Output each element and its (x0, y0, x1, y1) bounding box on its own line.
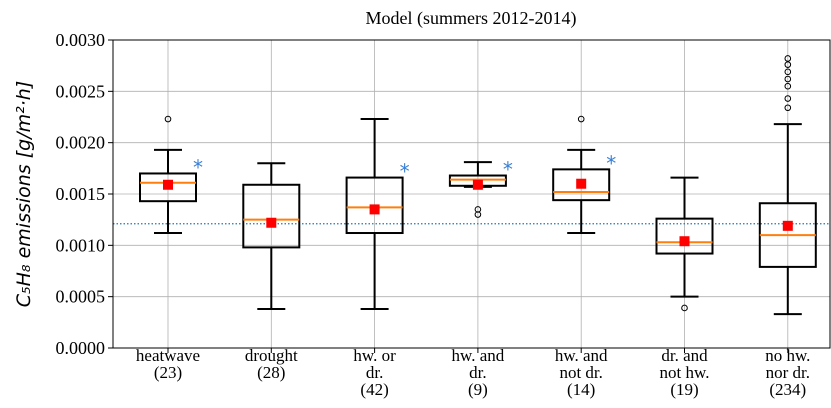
mean-marker (266, 217, 277, 228)
mean-marker (472, 179, 483, 190)
mean-marker (782, 220, 793, 231)
y-tick-label: 0.0000 (56, 338, 106, 358)
flier (784, 55, 792, 62)
x-tick-label: dr. and not hw. (19) (659, 346, 710, 399)
significance-marker: * (193, 155, 203, 179)
x-tick-label: drought (28) (244, 346, 298, 382)
y-tick-label: 0.0010 (56, 235, 106, 255)
y-axis-label: C₅H₈ emissions [g/m²·h] (13, 81, 35, 307)
box (139, 172, 197, 203)
flier (164, 115, 172, 123)
flier (577, 115, 585, 123)
significance-marker: * (606, 151, 616, 175)
significance-marker: * (503, 158, 513, 182)
box (655, 217, 714, 255)
flier (784, 104, 792, 112)
flier (474, 211, 482, 218)
flier (784, 61, 792, 68)
x-tick-label: hw. and not dr. (14) (554, 346, 608, 399)
flier (784, 95, 792, 102)
x-tick-label: hw. and dr. (9) (451, 346, 505, 399)
y-tick-label: 0.0020 (56, 133, 106, 153)
mean-marker (369, 204, 380, 215)
x-tick-label: heatwave (23) (135, 346, 201, 382)
box (242, 183, 301, 249)
flier (784, 68, 792, 76)
y-tick-label: 0.0015 (56, 184, 106, 204)
y-tick-label: 0.0005 (56, 287, 106, 307)
mean-marker (163, 179, 173, 190)
box (345, 176, 404, 235)
y-tick-label: 0.0030 (56, 30, 106, 50)
x-tick-label: no hw. nor dr. (234) (765, 346, 811, 399)
box (552, 168, 611, 202)
significance-marker: * (400, 160, 410, 184)
flier (784, 75, 792, 83)
mean-marker (576, 178, 587, 189)
flier (784, 82, 792, 90)
flier (681, 304, 688, 312)
mean-marker (679, 236, 690, 247)
chart-title: Model (summers 2012-2014) (366, 8, 577, 29)
x-tick-label: hw. or dr. (42) (353, 346, 396, 399)
y-tick-label: 0.0025 (56, 81, 106, 101)
plot-frame (112, 39, 831, 349)
